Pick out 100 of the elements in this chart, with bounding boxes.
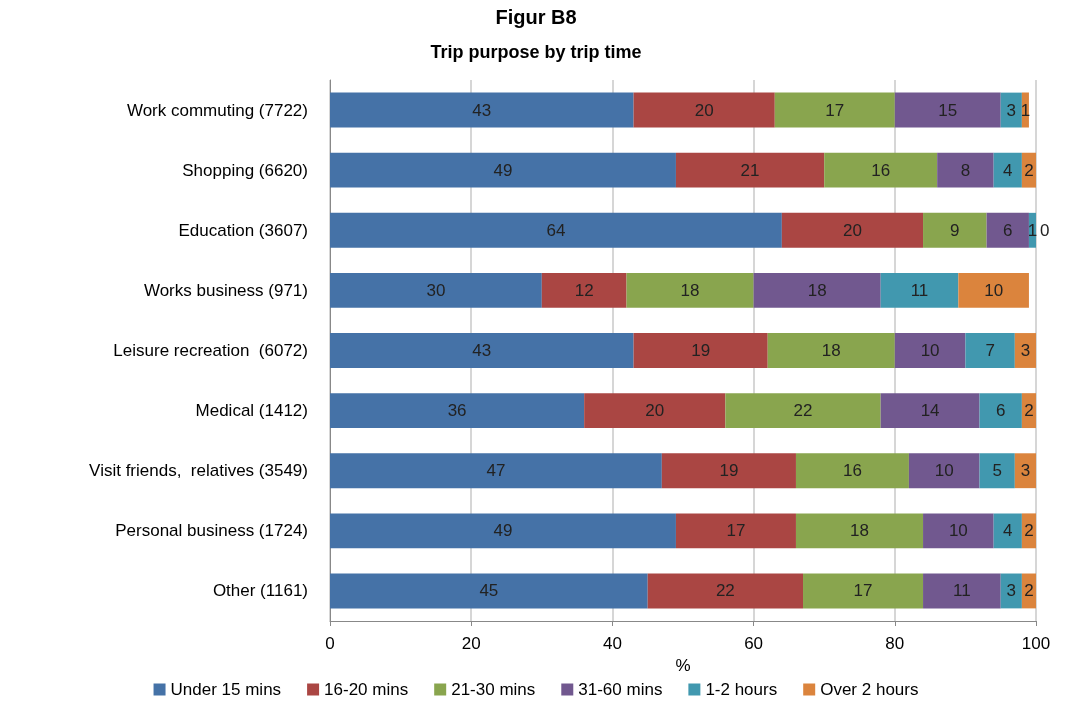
data-label: 12 (574, 280, 594, 300)
x-tick-label: 20 (461, 634, 481, 653)
data-label: 3 (1020, 461, 1031, 481)
data-label: 10 (934, 461, 954, 481)
bar (774, 92, 895, 128)
data-label: 47 (486, 461, 506, 481)
bar (993, 152, 1022, 188)
data-label: 43 (472, 341, 492, 360)
bar (894, 333, 966, 368)
bar (633, 92, 775, 128)
bar (330, 272, 542, 308)
chart-subtitle: Trip purpose by trip time (430, 42, 642, 62)
data-label: 18 (850, 521, 869, 541)
bar (958, 272, 1029, 308)
data-label: 14 (920, 401, 940, 421)
data-label: 17 (726, 521, 746, 541)
bar (330, 393, 585, 429)
legend-label: 1-2 hours (705, 680, 778, 699)
y-tick-label: Education (3607) (178, 220, 308, 240)
data-label: 4 (1003, 521, 1013, 541)
data-label: 18 (821, 341, 841, 360)
bar (781, 212, 924, 248)
data-label: 20 (842, 220, 862, 240)
bar (767, 333, 895, 368)
data-label: 43 (472, 100, 492, 120)
data-label: 21 (740, 160, 760, 180)
data-label: 18 (680, 280, 700, 300)
data-label: 22 (715, 581, 735, 601)
data-label: 17 (825, 100, 845, 120)
data-label: 2 (1024, 581, 1034, 601)
data-label: 3 (1006, 581, 1017, 601)
bar (803, 573, 924, 609)
bar (1014, 333, 1036, 368)
bar (795, 513, 924, 549)
data-label: 3 (1020, 341, 1031, 360)
data-label: 30 (426, 280, 446, 300)
y-tick-label: Leisure recreation (6072) (113, 341, 308, 360)
bar (923, 212, 987, 248)
y-tick-label: Personal business (1724) (115, 521, 308, 541)
data-label: 6 (995, 401, 1006, 421)
bar (923, 573, 1001, 609)
x-tick-label: 0 (325, 634, 335, 653)
data-label: 19 (719, 461, 739, 481)
x-tick-label: 60 (744, 634, 764, 653)
bar (330, 92, 634, 128)
data-label: 20 (645, 401, 665, 421)
data-label: 16 (871, 160, 891, 180)
bar (541, 272, 627, 308)
bar (894, 92, 1001, 128)
bar (937, 152, 994, 188)
legend-label: Under 15 mins (170, 680, 282, 699)
data-label: 2 (1024, 401, 1034, 421)
data-label: 11 (953, 581, 971, 601)
bar (330, 152, 676, 188)
y-tick-label: Shopping (6620) (182, 160, 308, 180)
data-label: 49 (493, 521, 513, 541)
data-label: 45 (479, 581, 499, 601)
data-label: 5 (992, 461, 1002, 481)
data-label: 2 (1024, 521, 1034, 541)
bar (1014, 453, 1036, 489)
bar (330, 513, 676, 549)
data-label: 2 (1024, 160, 1034, 180)
data-label: 10 (920, 341, 940, 360)
data-label: 0 (1040, 220, 1050, 240)
bar (330, 333, 634, 368)
bar (647, 573, 804, 609)
bar (633, 333, 768, 368)
bar (584, 393, 726, 429)
data-label: 16 (842, 461, 862, 481)
y-tick-label: Visit friends, relatives (3549) (89, 461, 308, 481)
data-label: 10 (984, 280, 1004, 300)
data-label: 3 (1006, 100, 1017, 120)
data-label: 15 (938, 100, 958, 120)
data-label: 22 (793, 401, 813, 421)
x-tick-label: 40 (602, 634, 622, 653)
bar (795, 453, 909, 489)
x-axis-title: % (675, 655, 691, 675)
x-tick-label: 80 (885, 634, 905, 653)
bar (675, 513, 796, 549)
data-label: 7 (985, 341, 995, 360)
data-label: 6 (1003, 220, 1013, 240)
bar (979, 393, 1022, 429)
y-tick-label: Other (1161) (212, 581, 308, 601)
bar (965, 333, 1015, 368)
legend-label: 21-30 mins (451, 680, 536, 699)
bar (979, 453, 1015, 489)
data-label: 8 (960, 160, 971, 180)
data-label: 4 (1003, 160, 1013, 180)
bar (753, 272, 881, 308)
data-label: 64 (546, 220, 566, 240)
chart-title: Figur B8 (495, 6, 577, 28)
bar (923, 513, 994, 549)
bar (880, 393, 980, 429)
x-tick-label: 100 (1021, 634, 1051, 653)
bar (880, 272, 959, 308)
data-label: 49 (493, 160, 513, 180)
data-label: 11 (910, 280, 929, 300)
data-label: 20 (694, 100, 714, 120)
bar (908, 453, 980, 489)
bar (330, 212, 782, 248)
